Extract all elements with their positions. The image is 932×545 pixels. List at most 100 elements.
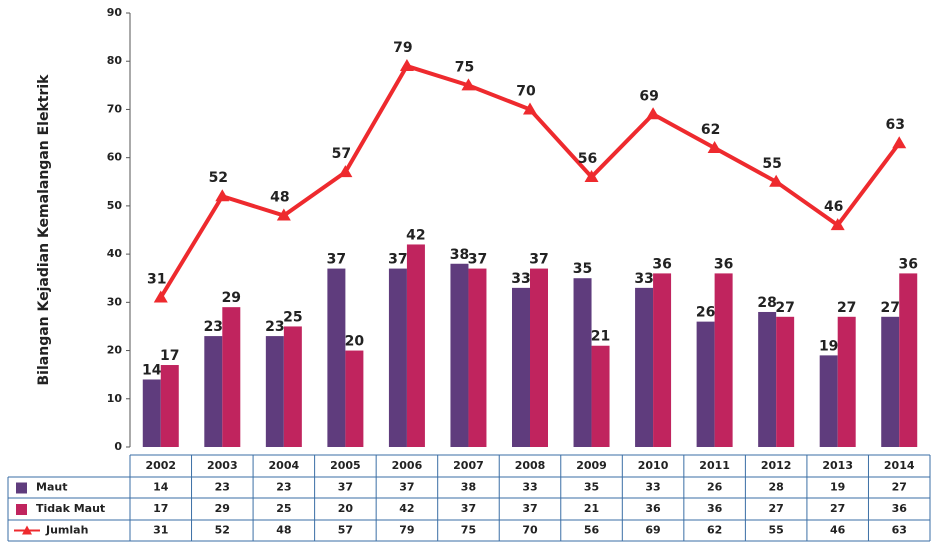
line-value-label: 31: [147, 272, 166, 288]
table-cell: 33: [645, 481, 660, 494]
table-cell: 33: [522, 481, 537, 494]
bar: [837, 316, 856, 447]
line-marker: [892, 136, 907, 149]
line-value-label: 79: [393, 40, 412, 56]
table-header: 2012: [761, 459, 792, 472]
table-header: 2014: [884, 459, 915, 472]
table-cell: 14: [153, 481, 169, 494]
bar: [819, 355, 838, 447]
bar: [530, 268, 548, 447]
bar-value-label: 26: [696, 305, 715, 321]
legend-swatch: [16, 504, 27, 515]
y-tick-label: 0: [114, 440, 122, 453]
bar-value-label: 38: [450, 247, 469, 263]
bar: [653, 273, 672, 447]
bar-value-label: 27: [837, 300, 856, 316]
table-cell: 26: [707, 481, 723, 494]
bar-value-label: 33: [511, 271, 530, 287]
table-cell: 31: [153, 524, 168, 537]
bar-value-label: 14: [142, 362, 162, 378]
table-header: 2002: [145, 459, 176, 472]
table-header: 2013: [822, 459, 853, 472]
line-value-label: 63: [885, 117, 904, 133]
line-marker: [830, 218, 845, 231]
bar: [142, 379, 161, 447]
bar: [714, 273, 733, 447]
bar-value-label: 37: [388, 252, 407, 268]
legend-marker: [22, 525, 32, 535]
bar-value-label: 27: [880, 300, 899, 316]
table-cell: 27: [768, 502, 783, 515]
bar-value-label: 23: [265, 319, 284, 335]
bar-value-label: 25: [283, 309, 302, 325]
table-cell: 36: [892, 502, 908, 515]
table-cell: 19: [830, 481, 845, 494]
bar: [776, 316, 795, 447]
table-cell: 55: [768, 524, 783, 537]
bar-value-label: 35: [573, 261, 592, 277]
legend-label: Jumlah: [45, 524, 88, 537]
bar: [899, 273, 918, 447]
line-value-label: 46: [824, 199, 843, 215]
line-value-label: 52: [209, 170, 228, 186]
table-cell: 27: [830, 502, 845, 515]
table-header: 2008: [515, 459, 546, 472]
line-marker: [153, 290, 168, 303]
bar-value-label: 29: [222, 290, 241, 306]
table-cell: 79: [399, 524, 414, 537]
y-tick-label: 30: [107, 295, 123, 308]
line-value-label: 56: [578, 151, 597, 167]
bar-value-label: 21: [591, 329, 610, 345]
bar-value-label: 33: [634, 271, 653, 287]
table-cell: 52: [215, 524, 230, 537]
bar: [450, 263, 469, 447]
table-cell: 37: [522, 502, 537, 515]
table-header: 2009: [576, 459, 607, 472]
table-header: 2011: [699, 459, 730, 472]
bar: [160, 365, 179, 447]
line-value-label: 57: [332, 146, 351, 162]
table-header: 2005: [330, 459, 361, 472]
y-tick-label: 90: [107, 6, 123, 19]
line-marker: [461, 78, 476, 91]
bar: [388, 268, 407, 447]
bar-value-label: 36: [652, 256, 671, 272]
bar: [512, 287, 530, 447]
bar-value-label: 19: [819, 338, 838, 354]
table-cell: 27: [892, 481, 907, 494]
bar-value-label: 37: [529, 252, 548, 268]
line-value-label: 62: [701, 122, 720, 138]
table-cell: 29: [215, 502, 230, 515]
bar-value-label: 17: [160, 348, 179, 364]
line-value-label: 48: [270, 190, 289, 206]
y-tick-label: 60: [107, 151, 123, 164]
table-cell: 28: [768, 481, 783, 494]
table-cell: 38: [461, 481, 476, 494]
bar-value-label: 28: [757, 295, 776, 311]
y-tick-label: 20: [107, 344, 123, 357]
bar: [881, 316, 900, 447]
table-cell: 48: [276, 524, 291, 537]
table-cell: 21: [584, 502, 599, 515]
bar-value-label: 20: [345, 334, 365, 350]
table-header: 2006: [392, 459, 423, 472]
line-marker: [276, 208, 291, 221]
table-header: 2003: [207, 459, 238, 472]
bar: [204, 336, 223, 447]
bar-value-label: 37: [468, 252, 487, 268]
table-cell: 57: [338, 524, 353, 537]
table-cell: 25: [276, 502, 291, 515]
table-cell: 70: [522, 524, 538, 537]
bar: [573, 278, 592, 447]
bar-value-label: 27: [775, 300, 794, 316]
line-value-label: 55: [762, 156, 781, 172]
bar: [696, 321, 715, 447]
table-cell: 17: [153, 502, 168, 515]
table-cell: 35: [584, 481, 599, 494]
bar-value-label: 36: [898, 256, 917, 272]
table-cell: 46: [830, 524, 846, 537]
bar: [265, 336, 284, 447]
line-marker: [523, 102, 537, 115]
line-value-label: 70: [516, 83, 536, 99]
